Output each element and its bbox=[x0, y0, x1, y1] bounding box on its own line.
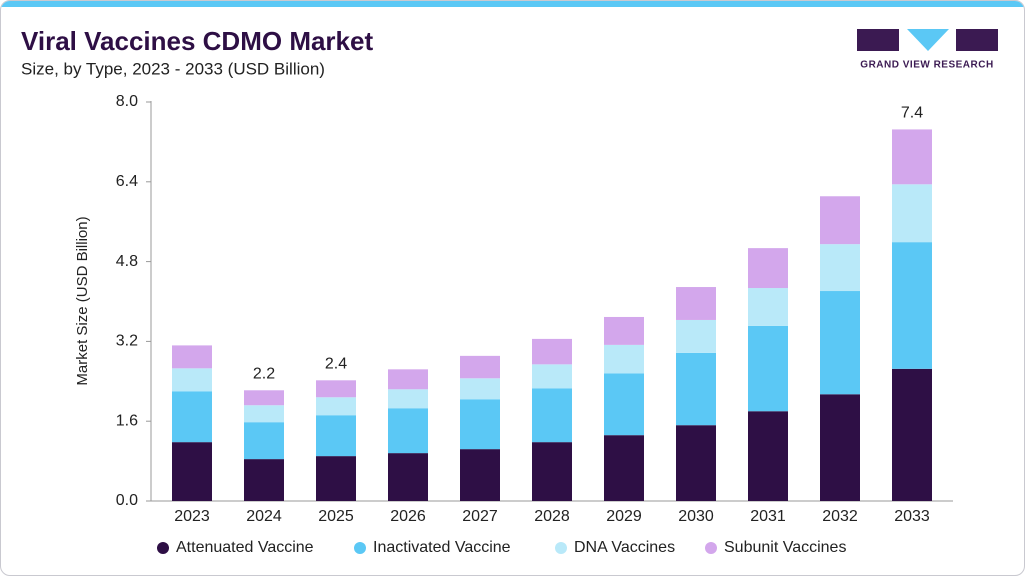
bar-segment bbox=[532, 338, 572, 365]
bar-segment bbox=[388, 408, 428, 454]
bar-segment bbox=[460, 399, 500, 450]
x-tick-label: 2026 bbox=[390, 508, 426, 525]
x-tick-label: 2029 bbox=[606, 508, 642, 525]
y-tick-label: 4.8 bbox=[116, 253, 138, 270]
bar-segment bbox=[172, 345, 212, 369]
bar-segment bbox=[604, 344, 644, 374]
y-tick-label: 0.0 bbox=[116, 492, 138, 509]
x-tick-label: 2023 bbox=[174, 508, 210, 525]
bar-segment bbox=[748, 411, 788, 501]
bar-segment bbox=[748, 288, 788, 326]
y-axis-label: Market Size (USD Billion) bbox=[74, 216, 91, 385]
bar-segment bbox=[244, 459, 284, 501]
bar-segment bbox=[820, 394, 860, 501]
bar-segment bbox=[604, 373, 644, 436]
bar-segment bbox=[316, 397, 356, 416]
bar-segment bbox=[676, 319, 716, 353]
bar-segment bbox=[748, 248, 788, 289]
legend-marker bbox=[555, 542, 567, 554]
bar-segment bbox=[460, 355, 500, 379]
chart-subtitle: Size, by Type, 2023 - 2033 (USD Billion) bbox=[21, 59, 325, 78]
y-tick-label: 1.6 bbox=[116, 412, 138, 429]
bar-segment bbox=[892, 184, 932, 243]
bar-segment bbox=[676, 425, 716, 501]
legend-label: Attenuated Vaccine bbox=[176, 539, 314, 556]
x-tick-label: 2027 bbox=[462, 508, 498, 525]
bar-segment bbox=[604, 435, 644, 501]
bar-segment bbox=[892, 129, 932, 185]
legend-label: Subunit Vaccines bbox=[724, 539, 846, 556]
chart-title: Viral Vaccines CDMO Market bbox=[21, 26, 373, 56]
y-tick-label: 6.4 bbox=[116, 173, 138, 190]
bar-segment bbox=[532, 388, 572, 443]
bar-segment bbox=[244, 390, 284, 406]
y-tick-label: 3.2 bbox=[116, 333, 138, 350]
bar-segment bbox=[316, 415, 356, 457]
bar-segment bbox=[244, 422, 284, 460]
bar-segment bbox=[460, 378, 500, 400]
bar-segment bbox=[748, 325, 788, 412]
bar-segment bbox=[316, 380, 356, 398]
annotation: 2.2 bbox=[253, 365, 275, 382]
bar-segment bbox=[460, 449, 500, 501]
x-tick-label: 2025 bbox=[318, 508, 354, 525]
brand: GRAND VIEW RESEARCH bbox=[860, 60, 993, 71]
bar-segment bbox=[172, 368, 212, 392]
x-tick-label: 2033 bbox=[894, 508, 930, 525]
bar-segment bbox=[820, 196, 860, 245]
bar-segment bbox=[388, 453, 428, 501]
x-tick-label: 2028 bbox=[534, 508, 570, 525]
bar-segment bbox=[316, 456, 356, 501]
logo bbox=[857, 29, 998, 51]
bar-segment bbox=[532, 442, 572, 501]
bar-segment bbox=[892, 368, 932, 501]
legend-marker bbox=[157, 542, 169, 554]
bar-segment bbox=[604, 316, 644, 345]
bar-segment bbox=[532, 364, 572, 389]
bar-segment bbox=[676, 287, 716, 320]
legend-marker bbox=[354, 542, 366, 554]
x-tick-label: 2032 bbox=[822, 508, 858, 525]
legend-marker bbox=[705, 542, 717, 554]
bar-segment bbox=[172, 442, 212, 501]
annotation: 2.4 bbox=[325, 356, 347, 373]
bar-segment bbox=[676, 352, 716, 426]
x-tick-label: 2031 bbox=[750, 508, 786, 525]
annotation: 7.4 bbox=[901, 105, 923, 122]
legend-label: DNA Vaccines bbox=[574, 539, 675, 556]
bar-segment bbox=[244, 405, 284, 423]
top-strip bbox=[1, 1, 1024, 7]
bar-segment bbox=[172, 391, 212, 443]
bar-segment bbox=[892, 242, 932, 369]
x-tick-label: 2024 bbox=[246, 508, 282, 525]
bar-segment bbox=[388, 369, 428, 390]
bar-segment bbox=[388, 389, 428, 409]
legend-label: Inactivated Vaccine bbox=[373, 539, 511, 556]
bar-segment bbox=[820, 291, 860, 395]
y-tick-label: 8.0 bbox=[116, 93, 138, 110]
bar-segment bbox=[820, 244, 860, 292]
x-tick-label: 2030 bbox=[678, 508, 714, 525]
